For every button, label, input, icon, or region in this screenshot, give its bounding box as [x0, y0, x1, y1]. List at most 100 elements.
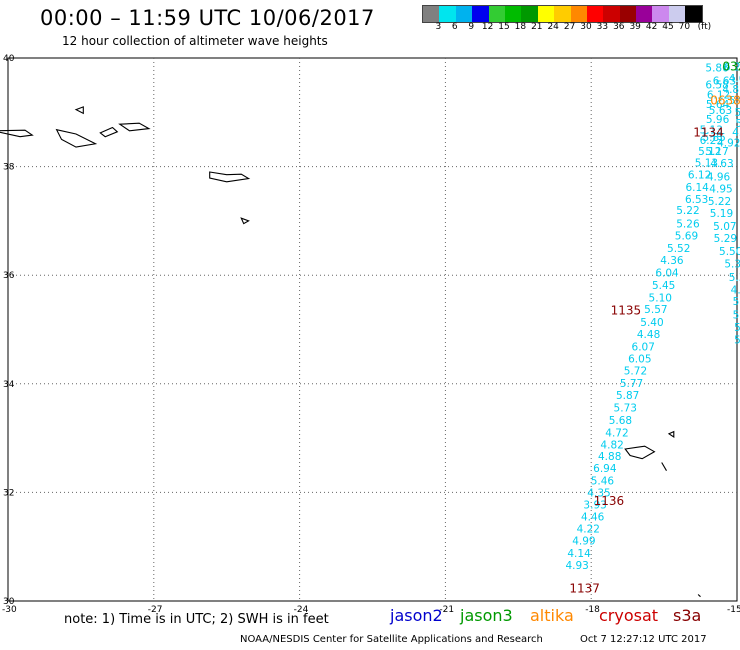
wave-height-value: 5.10 — [649, 292, 672, 304]
wave-height-value: 5. — [734, 322, 740, 334]
colorbar-tick-label: 12 — [481, 22, 494, 32]
wave-height-value: 5.57 — [644, 304, 667, 316]
wave-height-value: 5.87 — [616, 390, 639, 402]
colorbar-tick-label: 39 — [629, 22, 641, 32]
pass-time-label: 0638 — [710, 94, 740, 108]
pass-time-label: 032 — [722, 59, 740, 73]
colorbar-swatch — [619, 6, 637, 22]
island-outline — [240, 217, 250, 225]
colorbar-swatch — [554, 6, 571, 22]
colorbar-tick-label: 21 — [531, 22, 543, 32]
island-outline — [0, 129, 34, 138]
page-subtitle: 12 hour collection of altimeter wave hei… — [62, 34, 328, 48]
wave-height-value: 5.07 — [713, 221, 736, 233]
wave-height-value: 5.64 — [706, 99, 730, 111]
wave-height-value: 4.22 — [577, 524, 600, 536]
wave-height-value: 5. — [734, 335, 740, 347]
wave-height-value: 6.05 — [628, 354, 651, 366]
wave-height-value: 4.82 — [600, 439, 623, 451]
wave-height-value: 5.68 — [609, 415, 632, 427]
wave-height-value: 6.58 — [705, 79, 728, 91]
wave-height-value: 5.13 — [695, 158, 718, 170]
wave-height-value: 5.19 — [710, 208, 733, 220]
island-outline — [667, 430, 675, 439]
lon-label: -18 — [585, 605, 600, 615]
colorbar-swatch — [504, 6, 522, 22]
colorbar-swatch — [472, 6, 489, 22]
colorbar-tick-label: 30 — [580, 22, 592, 32]
colorbar-tick-label: 24 — [547, 22, 559, 32]
wave-height-value: 4.75 — [731, 285, 740, 297]
legend-altika: altika — [530, 606, 574, 625]
lat-label: 36 — [3, 271, 15, 281]
pass-time-label: 1134 — [693, 126, 724, 140]
wave-height-value: 5.2 — [733, 310, 740, 322]
colorbar-tick-label: 45 — [662, 22, 674, 32]
lat-label: 34 — [3, 380, 15, 390]
wave-height-value: 4.87 — [722, 84, 740, 96]
island-outline — [118, 122, 151, 132]
wave-height-value: 6.04 — [655, 267, 679, 279]
colorbar-swatch — [537, 6, 555, 22]
lon-label: -24 — [294, 605, 309, 615]
wave-height-value: 6.94 — [593, 463, 617, 475]
lon-label: -30 — [2, 605, 17, 615]
wave-height-value: 5.22 — [676, 205, 699, 217]
wave-height-value: 5.1 — [736, 118, 740, 130]
wave-height-value: 6.29 — [724, 61, 740, 73]
wave-height-value: 5.26 — [676, 218, 700, 230]
wave-height-value: 4.46 — [581, 512, 605, 524]
legend-jason2: jason2 — [390, 606, 443, 625]
colorbar-ticks: 3 6 9 12 15 18 21 24 27 30 33 36 39 42 45 70 (ft) — [422, 22, 740, 34]
wave-height-value: 4.48 — [637, 329, 660, 341]
wave-height-value: 5.22 — [708, 196, 731, 208]
wave-height-value: 5.52 — [667, 243, 690, 255]
wave-height-value: 5.69 — [675, 230, 698, 242]
wave-height-value: 4.65 — [729, 73, 740, 85]
wave-height-value: 6.23 — [700, 135, 723, 147]
map-frame — [7, 57, 738, 602]
lat-label: 30 — [3, 597, 15, 607]
pass-time-label: 1137 — [569, 581, 600, 595]
wave-height-value: 3.93 — [583, 500, 606, 512]
colorbar-swatch — [455, 6, 473, 22]
footer-credit: NOAA/NESDIS Center for Satellite Applica… — [240, 634, 543, 645]
wave-height-value: 5.86 — [705, 63, 729, 75]
wave-height-value: 4.36 — [660, 255, 684, 267]
wave-height-value: 6.07 — [632, 342, 655, 354]
wave-height-value: 5.60 — [735, 107, 740, 119]
colorbar-swatch — [603, 6, 620, 22]
wave-height-value: 4.63 — [710, 158, 733, 170]
wave-height-value: 6.63 — [713, 76, 736, 88]
wave-height-value: 4.93 — [565, 560, 588, 572]
colorbar-swatch — [488, 6, 505, 22]
colorbar-tick-label: 18 — [514, 22, 527, 32]
wave-height-value: 6.53 — [685, 194, 708, 206]
units-note: note: 1) Time is in UTC; 2) SWH is in fe… — [64, 612, 329, 627]
colorbar — [422, 5, 703, 23]
wave-height-value: 5.40 — [640, 317, 663, 329]
wave-height-value: 5.77 — [620, 378, 643, 390]
wave-height-value: 5.96 — [706, 114, 730, 126]
pass-time-label: 1135 — [611, 303, 642, 317]
colorbar-tick-label: 27 — [563, 22, 576, 32]
colorbar-unit: (ft) — [697, 22, 712, 32]
colorbar-swatch — [652, 6, 669, 22]
wave-height-value: 5.46 — [591, 475, 615, 487]
colorbar-tick-label: 9 — [468, 22, 475, 32]
colorbar-swatch — [668, 6, 686, 22]
wave-height-value: 5.63 — [709, 105, 732, 117]
island-outline — [697, 594, 701, 598]
wave-height-value: 4.95 — [709, 184, 732, 196]
wave-height-value: 6.12 — [707, 90, 730, 102]
wave-height-value: 6.12 — [688, 170, 711, 182]
wave-height-value: 4.72 — [605, 427, 628, 439]
colorbar-swatch — [423, 6, 440, 22]
colorbar-swatch — [636, 6, 653, 22]
legend-cryosat: cryosat — [599, 606, 659, 625]
wave-height-value: 4.88 — [598, 451, 621, 463]
wave-height-value: 5.29 — [714, 233, 737, 245]
island-outline — [99, 126, 119, 138]
colorbar-swatch — [570, 6, 587, 22]
